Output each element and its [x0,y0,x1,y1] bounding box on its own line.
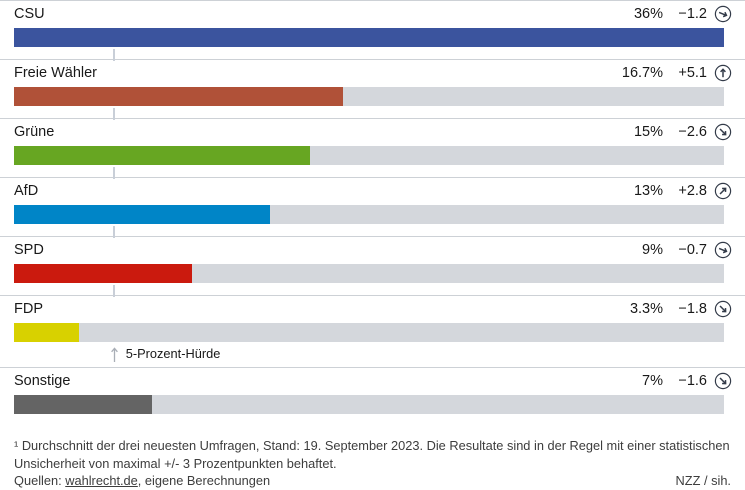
footnote-text: ¹ Durchschnitt der drei neuesten Umfrage… [14,438,730,471]
party-value: 7% [642,373,663,389]
party-label: FDP [14,301,43,317]
party-label: Freie Wähler [14,65,97,81]
sources-text: Quellen: wahlrecht.de, eigene Berechnung… [14,473,271,489]
party-label: Grüne [14,124,55,140]
party-value: 3.3% [629,301,663,317]
trend-arrow-icon [714,300,732,318]
bar-fill [14,146,310,165]
party-row: FDP 3.3% −1.8 5-Prozent-Hürde [0,295,745,367]
party-label: SPD [14,242,44,258]
bar-fill [14,28,724,47]
bar-track [14,264,724,297]
bar-fill [14,395,153,414]
threshold-tick [112,226,115,238]
party-row: Sonstige 7% −1.6 [0,367,745,426]
trend-arrow-icon [714,123,732,141]
party-change: +2.8 [678,183,707,199]
party-row: CSU 36% −1.2 [0,0,745,61]
trend-arrow-icon [714,182,732,200]
bar-fill [14,87,344,106]
party-label: AfD [14,183,39,199]
party-row: SPD 9% −0.7 [0,236,745,297]
party-row: Freie Wähler 16.7% +5.1 [0,59,745,120]
party-row: AfD 13% +2.8 [0,177,745,238]
threshold-tick [112,108,115,120]
party-value: 36% [633,6,663,22]
bar-track [14,28,724,61]
party-row: Grüne 15% −2.6 [0,118,745,179]
footnote: ¹ Durchschnitt der drei neuesten Umfrage… [0,437,745,490]
bar-fill [14,323,80,342]
party-change: +5.1 [678,65,707,81]
credit-text: NZZ / sih. [675,473,731,489]
party-change: −1.8 [678,301,707,317]
party-value: 15% [633,124,663,140]
bar-fill [14,264,192,283]
trend-arrow-icon [714,241,732,259]
party-value: 13% [633,183,663,199]
trend-arrow-icon [714,372,732,390]
trend-arrow-icon [714,64,732,82]
party-change: −0.7 [678,242,707,258]
bar-track [14,323,724,342]
source-link[interactable]: wahlrecht.de [65,473,138,489]
bar-track [14,146,724,179]
trend-arrow-icon [714,5,732,23]
party-change: −2.6 [678,124,707,140]
threshold-annotation: 5-Prozent-Hürde [14,345,724,363]
threshold-label: 5-Prozent-Hürde [125,346,221,361]
bar-track [14,395,724,414]
threshold-arrow-up-icon [110,345,119,366]
party-change: −1.6 [678,373,707,389]
bar-track [14,205,724,238]
party-change: −1.2 [678,6,707,22]
party-label: Sonstige [14,373,71,389]
party-value: 16.7% [621,65,663,81]
bar-fill [14,205,271,224]
party-label: CSU [14,6,45,22]
bar-track [14,87,724,120]
threshold-tick [112,167,115,179]
threshold-tick [112,285,115,297]
threshold-tick [112,49,115,61]
party-value: 9% [642,242,663,258]
